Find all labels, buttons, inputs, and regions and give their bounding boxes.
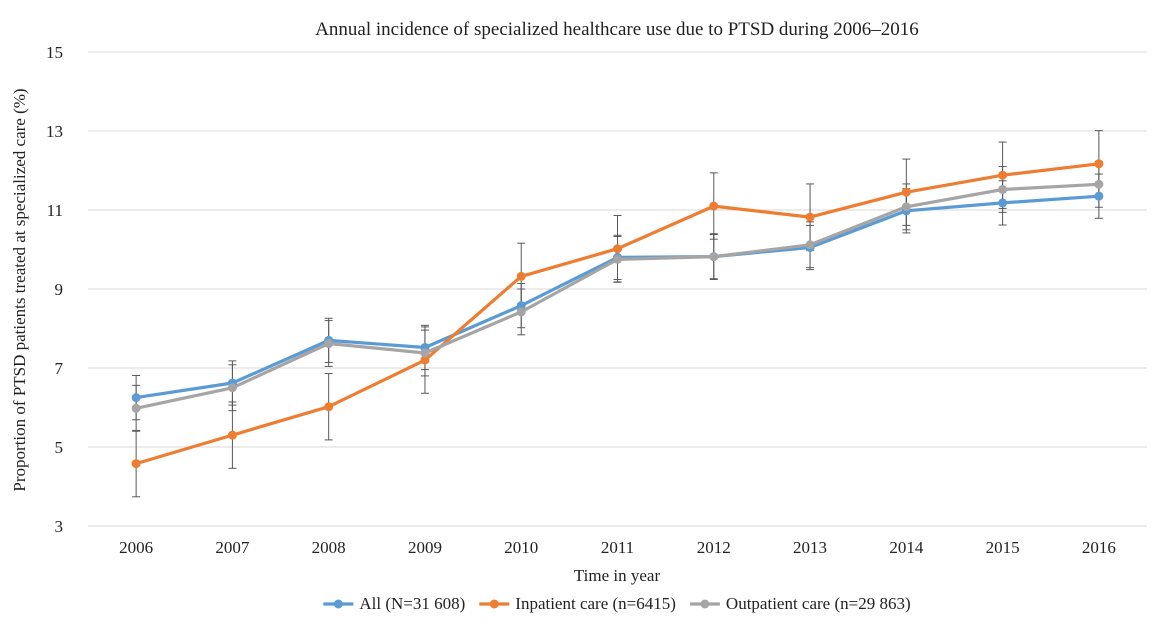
y-tick-label: 7 — [55, 359, 64, 378]
x-tick-label: 2012 — [697, 538, 731, 557]
data-point — [324, 402, 334, 412]
gridlines — [88, 51, 1147, 527]
legend-marker — [700, 599, 710, 609]
x-tick-label: 2014 — [889, 538, 924, 557]
x-tick-label: 2015 — [986, 538, 1020, 557]
data-point — [613, 254, 622, 264]
data-point — [1094, 179, 1104, 189]
y-axis-label: Proportion of PTSD patients treated at s… — [10, 88, 29, 491]
y-tick-label: 15 — [46, 43, 63, 62]
data-point — [420, 355, 430, 365]
legend-label: Outpatient care (n=29 863) — [726, 594, 911, 613]
series-line — [135, 162, 1100, 466]
data-point — [805, 240, 815, 250]
data-point — [516, 307, 526, 317]
y-tick-label: 5 — [55, 438, 64, 457]
data-point — [805, 212, 815, 222]
x-tick-label: 2011 — [601, 538, 634, 557]
legend-marker — [333, 599, 343, 609]
data-point — [998, 184, 1008, 194]
x-tick-label: 2007 — [215, 538, 250, 557]
legend: All (N=31 608) Inpatient care (n=6415) Out… — [323, 594, 911, 613]
data-point — [131, 459, 141, 469]
data-point — [324, 339, 334, 349]
x-tick-label: 2009 — [408, 538, 442, 557]
data-point — [131, 403, 141, 413]
y-tick-label: 3 — [55, 517, 64, 536]
data-point — [516, 301, 526, 311]
data-point — [613, 244, 622, 254]
legend-label: All (N=31 608) — [359, 594, 465, 613]
data-points — [131, 159, 1104, 469]
data-point — [1094, 159, 1104, 169]
data-point — [998, 170, 1008, 180]
x-tick-label: 2006 — [119, 538, 153, 557]
x-tick-label: 2010 — [504, 538, 538, 557]
data-point — [131, 393, 141, 403]
data-point — [709, 252, 719, 262]
x-axis-ticks: 2006 2007 2008 2009 2010 2011 2012 2013 2014 2015… — [119, 538, 1116, 557]
chart-title: Annual incidence of specialized healthca… — [315, 19, 919, 40]
data-point — [227, 430, 237, 440]
x-tick-label: 2016 — [1082, 538, 1116, 557]
y-tick-label: 13 — [46, 122, 63, 141]
data-point — [998, 198, 1008, 208]
data-point — [516, 271, 526, 281]
series-lines — [135, 162, 1100, 466]
legend-label: Inpatient care (n=6415) — [515, 594, 676, 613]
x-tick-label: 2008 — [312, 538, 346, 557]
data-point — [709, 201, 719, 211]
legend-marker — [489, 599, 499, 609]
y-tick-label: 9 — [55, 280, 64, 299]
y-axis-ticks: 3 5 7 9 11 13 15 — [46, 43, 64, 536]
data-point — [901, 202, 911, 212]
data-point — [901, 187, 911, 197]
y-tick-label: 11 — [47, 201, 63, 220]
data-point — [420, 348, 430, 358]
x-axis-label: Time in year — [574, 566, 661, 585]
data-point — [227, 383, 237, 393]
error-bars — [132, 130, 1103, 498]
data-point — [1094, 191, 1104, 201]
x-tick-label: 2013 — [793, 538, 827, 557]
